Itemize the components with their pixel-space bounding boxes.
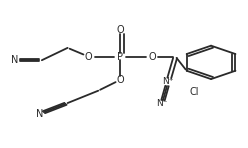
Text: O: O xyxy=(117,25,124,35)
Text: N: N xyxy=(11,55,19,65)
Text: O: O xyxy=(117,75,124,85)
Text: O: O xyxy=(148,52,156,62)
Text: N⁺: N⁺ xyxy=(162,78,174,86)
Text: O: O xyxy=(85,52,92,62)
Text: N⁻: N⁻ xyxy=(156,99,168,108)
Text: Cl: Cl xyxy=(189,87,199,97)
Text: N: N xyxy=(36,109,43,119)
Text: P: P xyxy=(117,52,123,62)
